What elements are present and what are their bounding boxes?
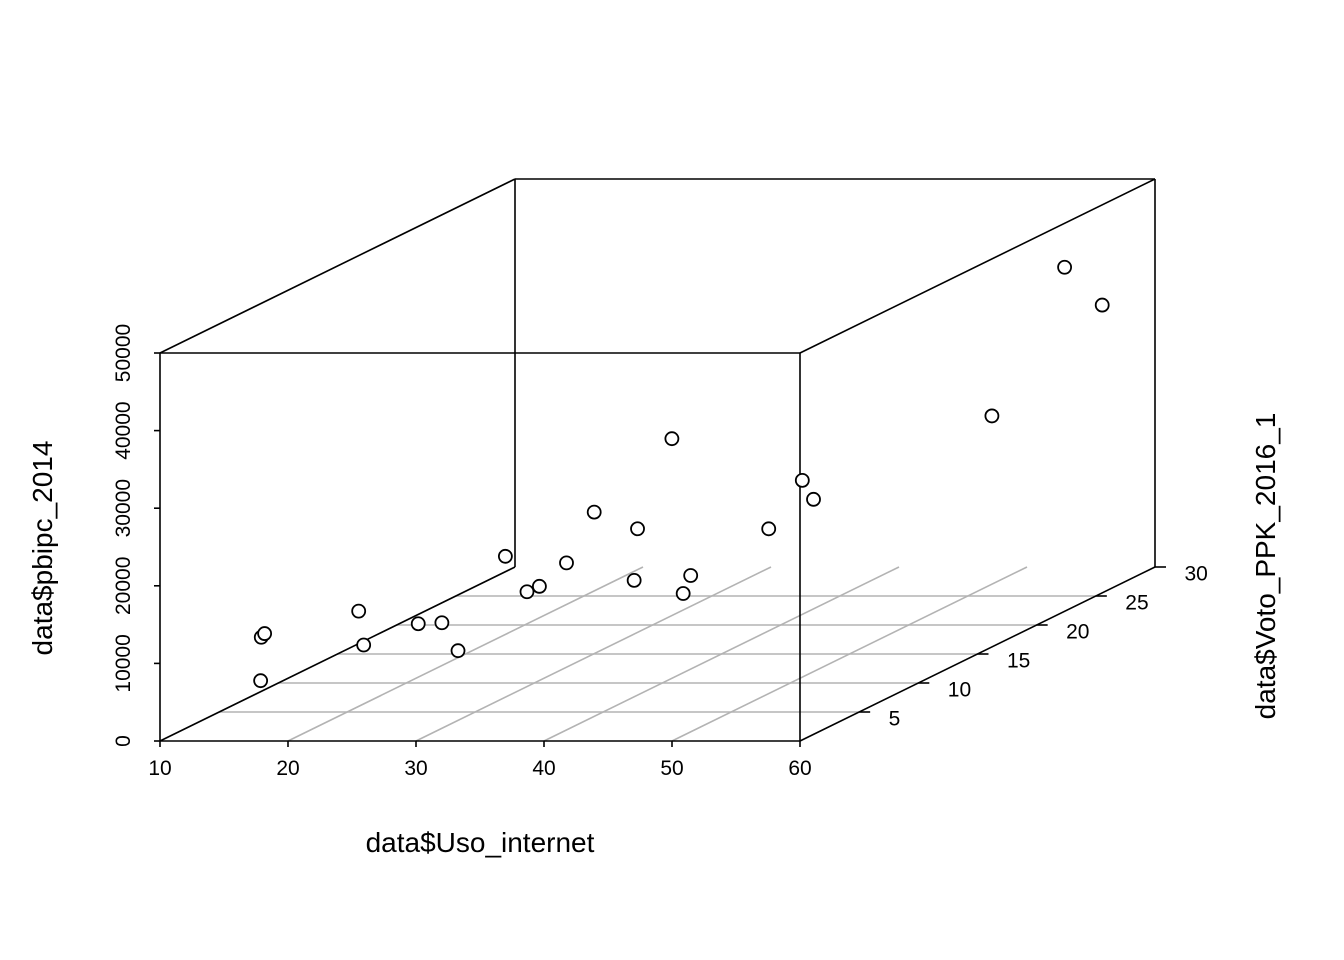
data-point — [1057, 259, 1073, 275]
data-point — [683, 568, 699, 583]
data-point — [675, 586, 691, 601]
data-point — [1094, 297, 1110, 313]
data-point — [257, 626, 273, 641]
data-point — [984, 408, 1000, 424]
data-points — [253, 259, 1110, 689]
y-tick-label: 30 — [1184, 563, 1207, 586]
data-point — [761, 521, 777, 537]
y-tick-label: 25 — [1125, 592, 1148, 615]
y-axis-label: data$Voto_PPK_2016_1 — [1250, 413, 1281, 720]
box-edge — [799, 178, 1156, 354]
x-axis-label: data$Uso_internet — [366, 827, 595, 858]
x-tick-label: 50 — [660, 757, 683, 780]
data-point — [351, 603, 367, 619]
x-tick-label: 10 — [148, 757, 171, 780]
x-tick-label: 40 — [532, 757, 555, 780]
data-point — [253, 673, 269, 689]
data-point — [794, 472, 810, 488]
data-point — [626, 572, 642, 588]
data-point — [630, 521, 645, 537]
data-point — [497, 548, 513, 564]
z-tick-label: 40000 — [112, 401, 135, 459]
y-tick-label: 10 — [948, 679, 971, 702]
z-axis-label: data$pbipc_2014 — [27, 441, 58, 656]
box-frame — [159, 178, 1156, 742]
data-point — [806, 491, 821, 507]
z-tick-label: 30000 — [112, 479, 135, 537]
data-point — [664, 431, 680, 447]
z-tick-label: 20000 — [112, 557, 135, 615]
ticks: 10 20 30 40 50 60 0 10000 20000 30000 40000 50000 5 1… — [112, 324, 1208, 780]
y-tick-label: 5 — [889, 708, 901, 731]
data-point — [559, 555, 574, 571]
z-tick-label: 10000 — [112, 634, 135, 692]
data-point — [519, 584, 535, 600]
box-edge — [159, 566, 516, 742]
data-point — [356, 637, 372, 653]
data-point — [410, 616, 426, 632]
data-point — [434, 615, 450, 631]
x-tick-label: 20 — [276, 757, 299, 780]
z-tick-label: 50000 — [112, 324, 135, 382]
x-tick-label: 30 — [404, 757, 427, 780]
data-point — [586, 504, 602, 520]
x-tick-label: 60 — [788, 757, 811, 780]
z-tick-label: 0 — [112, 735, 135, 747]
y-tick-label: 15 — [1007, 650, 1030, 673]
y-tick-label: 20 — [1066, 621, 1089, 644]
data-point — [532, 578, 547, 594]
box-edge — [159, 178, 516, 354]
grid — [219, 566, 1096, 742]
data-point — [450, 643, 466, 659]
